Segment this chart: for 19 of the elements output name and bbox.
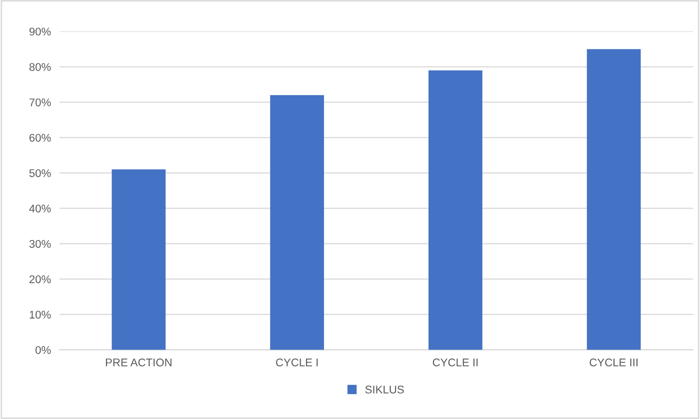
y-tick-label: 50% — [29, 169, 51, 178]
x-tick-label: CYCLE III — [590, 358, 638, 366]
y-tick-label: 90% — [29, 28, 51, 36]
y-tick-label: 30% — [29, 240, 51, 248]
y-tick-label: 80% — [29, 63, 51, 71]
legend-label: SIKLUS — [365, 386, 404, 394]
y-tick-label: 40% — [29, 204, 51, 212]
x-tick-label: CYCLE I — [276, 358, 318, 366]
bar — [428, 70, 482, 350]
x-tick-label: CYCLE II — [432, 358, 478, 366]
bar — [270, 95, 324, 350]
y-tick-label: 60% — [29, 134, 51, 142]
y-tick-label: 0% — [36, 346, 51, 354]
y-tick-label: 70% — [30, 98, 51, 106]
y-tick-label: 20% — [29, 275, 51, 284]
bar — [112, 169, 166, 350]
x-tick-label: PRE ACTION — [106, 358, 172, 366]
bar — [586, 49, 641, 350]
y-tick-label: 10% — [30, 310, 51, 319]
